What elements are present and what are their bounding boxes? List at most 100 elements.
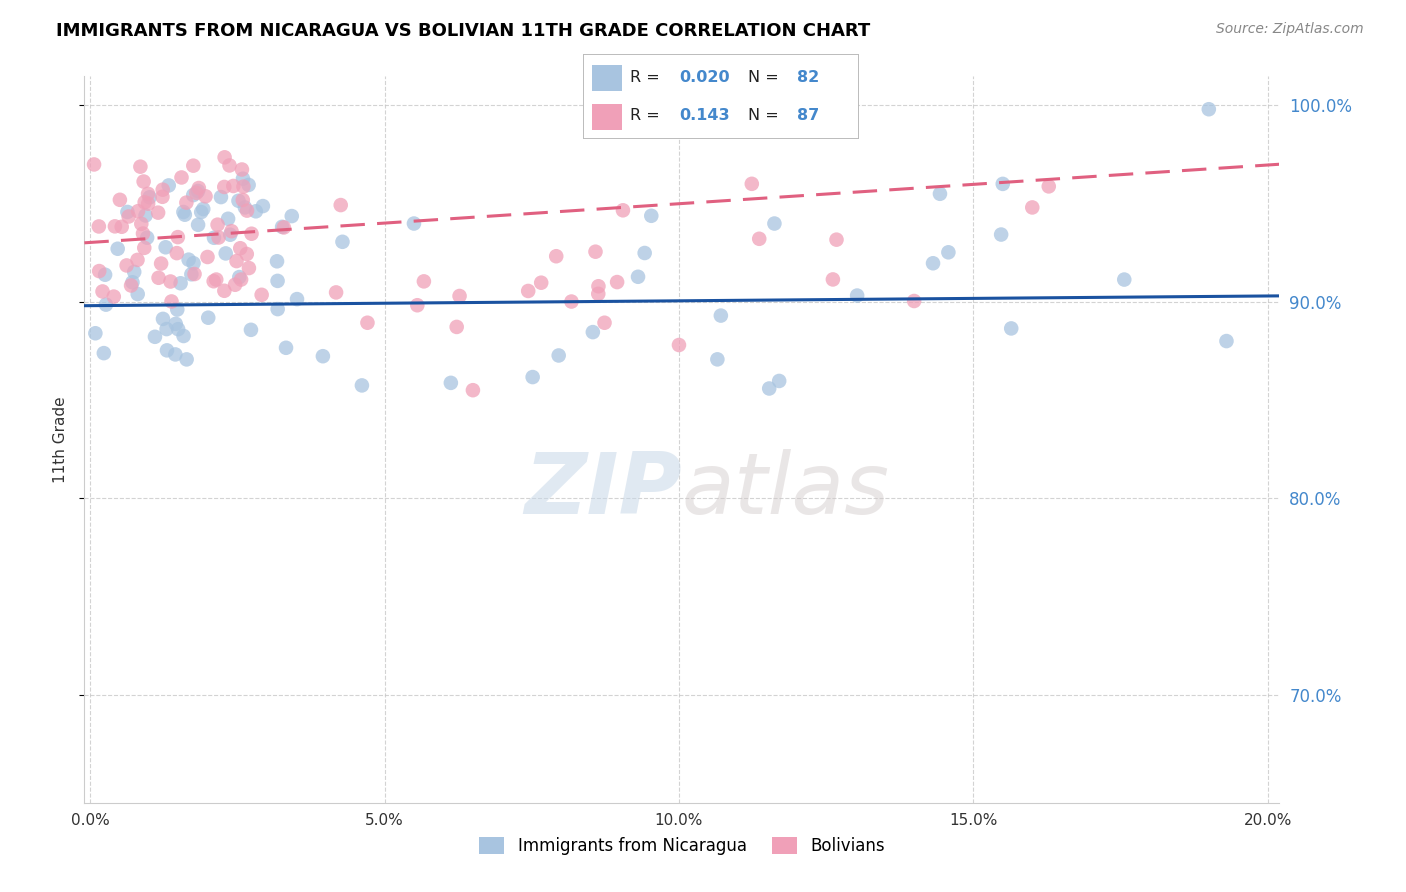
Point bbox=[205, 272, 228, 286]
Point bbox=[440, 376, 463, 390]
Point bbox=[129, 160, 152, 174]
Point bbox=[560, 294, 582, 309]
Point bbox=[156, 343, 179, 358]
Point bbox=[115, 259, 138, 273]
Point bbox=[180, 267, 202, 281]
Point bbox=[135, 209, 157, 223]
Text: 82: 82 bbox=[797, 70, 820, 85]
Point bbox=[763, 217, 786, 231]
Point bbox=[741, 177, 763, 191]
Point bbox=[903, 293, 925, 308]
Point bbox=[706, 352, 728, 367]
Point bbox=[274, 341, 297, 355]
Point bbox=[329, 198, 352, 212]
Point bbox=[176, 352, 198, 367]
Point bbox=[152, 312, 174, 326]
Point bbox=[547, 349, 569, 363]
Bar bbox=[592, 104, 621, 130]
Point bbox=[215, 246, 238, 260]
Point bbox=[588, 286, 610, 301]
Point bbox=[312, 349, 335, 363]
Point bbox=[177, 252, 200, 267]
Point bbox=[228, 194, 250, 208]
Point bbox=[668, 338, 690, 352]
Point bbox=[183, 256, 205, 270]
Point bbox=[517, 284, 540, 298]
Point bbox=[821, 272, 844, 286]
Point bbox=[224, 277, 246, 292]
Point bbox=[84, 326, 107, 341]
Point bbox=[131, 217, 153, 231]
Point bbox=[238, 261, 260, 276]
Point bbox=[165, 317, 187, 331]
Point bbox=[134, 241, 156, 255]
Point bbox=[356, 316, 378, 330]
Point bbox=[1000, 321, 1022, 335]
Point bbox=[221, 224, 243, 238]
Point bbox=[271, 219, 294, 234]
Point bbox=[202, 274, 225, 288]
Point bbox=[166, 302, 188, 317]
Point bbox=[606, 275, 628, 289]
Point bbox=[236, 247, 259, 261]
Point bbox=[449, 289, 471, 303]
Point bbox=[285, 292, 308, 306]
Point bbox=[245, 204, 267, 219]
Point bbox=[710, 309, 733, 323]
Point bbox=[111, 219, 134, 234]
Point bbox=[219, 227, 242, 242]
Point bbox=[202, 231, 225, 245]
Text: Source: ZipAtlas.com: Source: ZipAtlas.com bbox=[1216, 22, 1364, 37]
Point bbox=[825, 233, 848, 247]
Text: atlas: atlas bbox=[682, 449, 890, 532]
Point bbox=[160, 294, 183, 309]
Point bbox=[173, 329, 195, 343]
Point bbox=[236, 203, 259, 218]
Point bbox=[233, 201, 256, 215]
Point bbox=[266, 254, 288, 268]
Point bbox=[758, 382, 780, 396]
Point bbox=[127, 287, 149, 301]
Point bbox=[522, 370, 544, 384]
Point bbox=[250, 288, 273, 302]
Point bbox=[585, 244, 607, 259]
Point bbox=[232, 171, 254, 186]
Point bbox=[232, 193, 254, 207]
Bar bbox=[592, 65, 621, 91]
Point bbox=[530, 276, 553, 290]
Point bbox=[89, 264, 111, 278]
Point bbox=[190, 205, 212, 219]
Point bbox=[127, 252, 149, 267]
Text: ZIP: ZIP bbox=[524, 449, 682, 532]
Point bbox=[155, 240, 177, 254]
Point bbox=[87, 219, 110, 234]
Point bbox=[197, 250, 219, 264]
Point bbox=[1215, 334, 1237, 348]
Point bbox=[281, 209, 304, 223]
Point bbox=[768, 374, 790, 388]
Point bbox=[325, 285, 347, 300]
Point bbox=[217, 211, 239, 226]
Point bbox=[197, 310, 219, 325]
Point bbox=[634, 246, 657, 260]
Point bbox=[93, 346, 115, 360]
Point bbox=[136, 186, 159, 201]
Point bbox=[252, 199, 274, 213]
Point bbox=[239, 323, 262, 337]
Point bbox=[209, 190, 232, 204]
Point bbox=[266, 302, 288, 317]
Point bbox=[103, 290, 125, 304]
Point bbox=[588, 279, 610, 293]
Point bbox=[1038, 179, 1060, 194]
Point bbox=[446, 319, 468, 334]
Point bbox=[152, 183, 174, 197]
Point bbox=[136, 230, 159, 244]
Point bbox=[929, 186, 952, 201]
Point bbox=[332, 235, 354, 249]
Point bbox=[187, 184, 209, 198]
Point bbox=[218, 158, 240, 172]
Point bbox=[238, 178, 260, 192]
Text: N =: N = bbox=[748, 108, 785, 123]
Point bbox=[94, 268, 117, 282]
Point bbox=[593, 316, 616, 330]
